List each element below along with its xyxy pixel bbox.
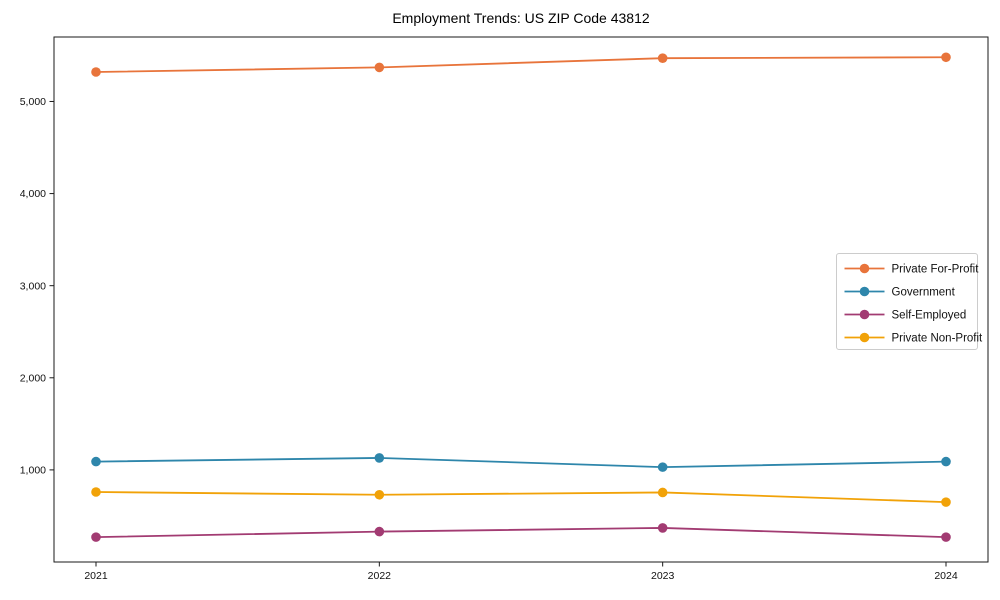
series-line-private-for-profit	[95, 56, 947, 73]
data-point-private-for-profit-2022	[374, 62, 385, 73]
data-point-private-for-profit-2023	[657, 53, 668, 63]
series-line-government	[95, 457, 947, 469]
legend-label-private-for-profit: Private For-Profit	[892, 264, 980, 276]
data-point-government-2021	[91, 456, 101, 467]
x-tick-label: 2022	[368, 570, 392, 582]
data-point-self-employed-2023	[657, 523, 668, 533]
legend-marker-private-non-profit	[859, 332, 870, 343]
y-tick-label: 4,000	[20, 188, 46, 200]
legend-label-self-employed: Self-Employed	[892, 310, 967, 322]
x-tick-label: 2023	[651, 570, 675, 582]
data-point-private-non-profit-2024	[941, 497, 951, 507]
data-point-private-for-profit-2021	[91, 67, 101, 77]
series-line-self-employed	[95, 527, 947, 539]
y-tick-label: 5,000	[20, 96, 46, 108]
legend-marker-government	[859, 286, 870, 297]
plot-area: 1,000 2,000 3,000 4,000 5,000 2021 2022 2023 202…	[20, 36, 989, 582]
legend-label-government: Government	[892, 287, 956, 299]
x-tick-label: 2024	[934, 570, 958, 582]
data-point-private-non-profit-2022	[374, 489, 385, 500]
legend-marker-self-employed	[859, 309, 870, 320]
data-point-private-for-profit-2024	[941, 52, 951, 63]
data-point-private-non-profit-2023	[657, 487, 668, 498]
data-point-government-2024	[941, 456, 951, 467]
data-point-self-employed-2022	[374, 526, 385, 537]
data-point-government-2022	[374, 453, 385, 463]
data-point-self-employed-2024	[941, 532, 951, 542]
y-tick-label: 3,000	[20, 280, 46, 292]
legend-label-private-non-profit: Private Non-Profit	[892, 333, 984, 345]
legend-marker-private-for-profit	[859, 263, 870, 274]
y-tick-label: 1,000	[20, 464, 46, 476]
data-point-government-2023	[657, 462, 668, 472]
x-tick-label: 2021	[84, 570, 108, 582]
data-point-private-non-profit-2021	[91, 487, 101, 497]
y-tick-label: 2,000	[20, 372, 46, 384]
plot-border	[53, 36, 989, 563]
data-point-self-employed-2021	[91, 532, 101, 542]
legend	[836, 253, 978, 350]
series-line-private-non-profit	[95, 491, 947, 504]
chart-title: Employment Trends: US ZIP Code 43812	[392, 10, 650, 26]
